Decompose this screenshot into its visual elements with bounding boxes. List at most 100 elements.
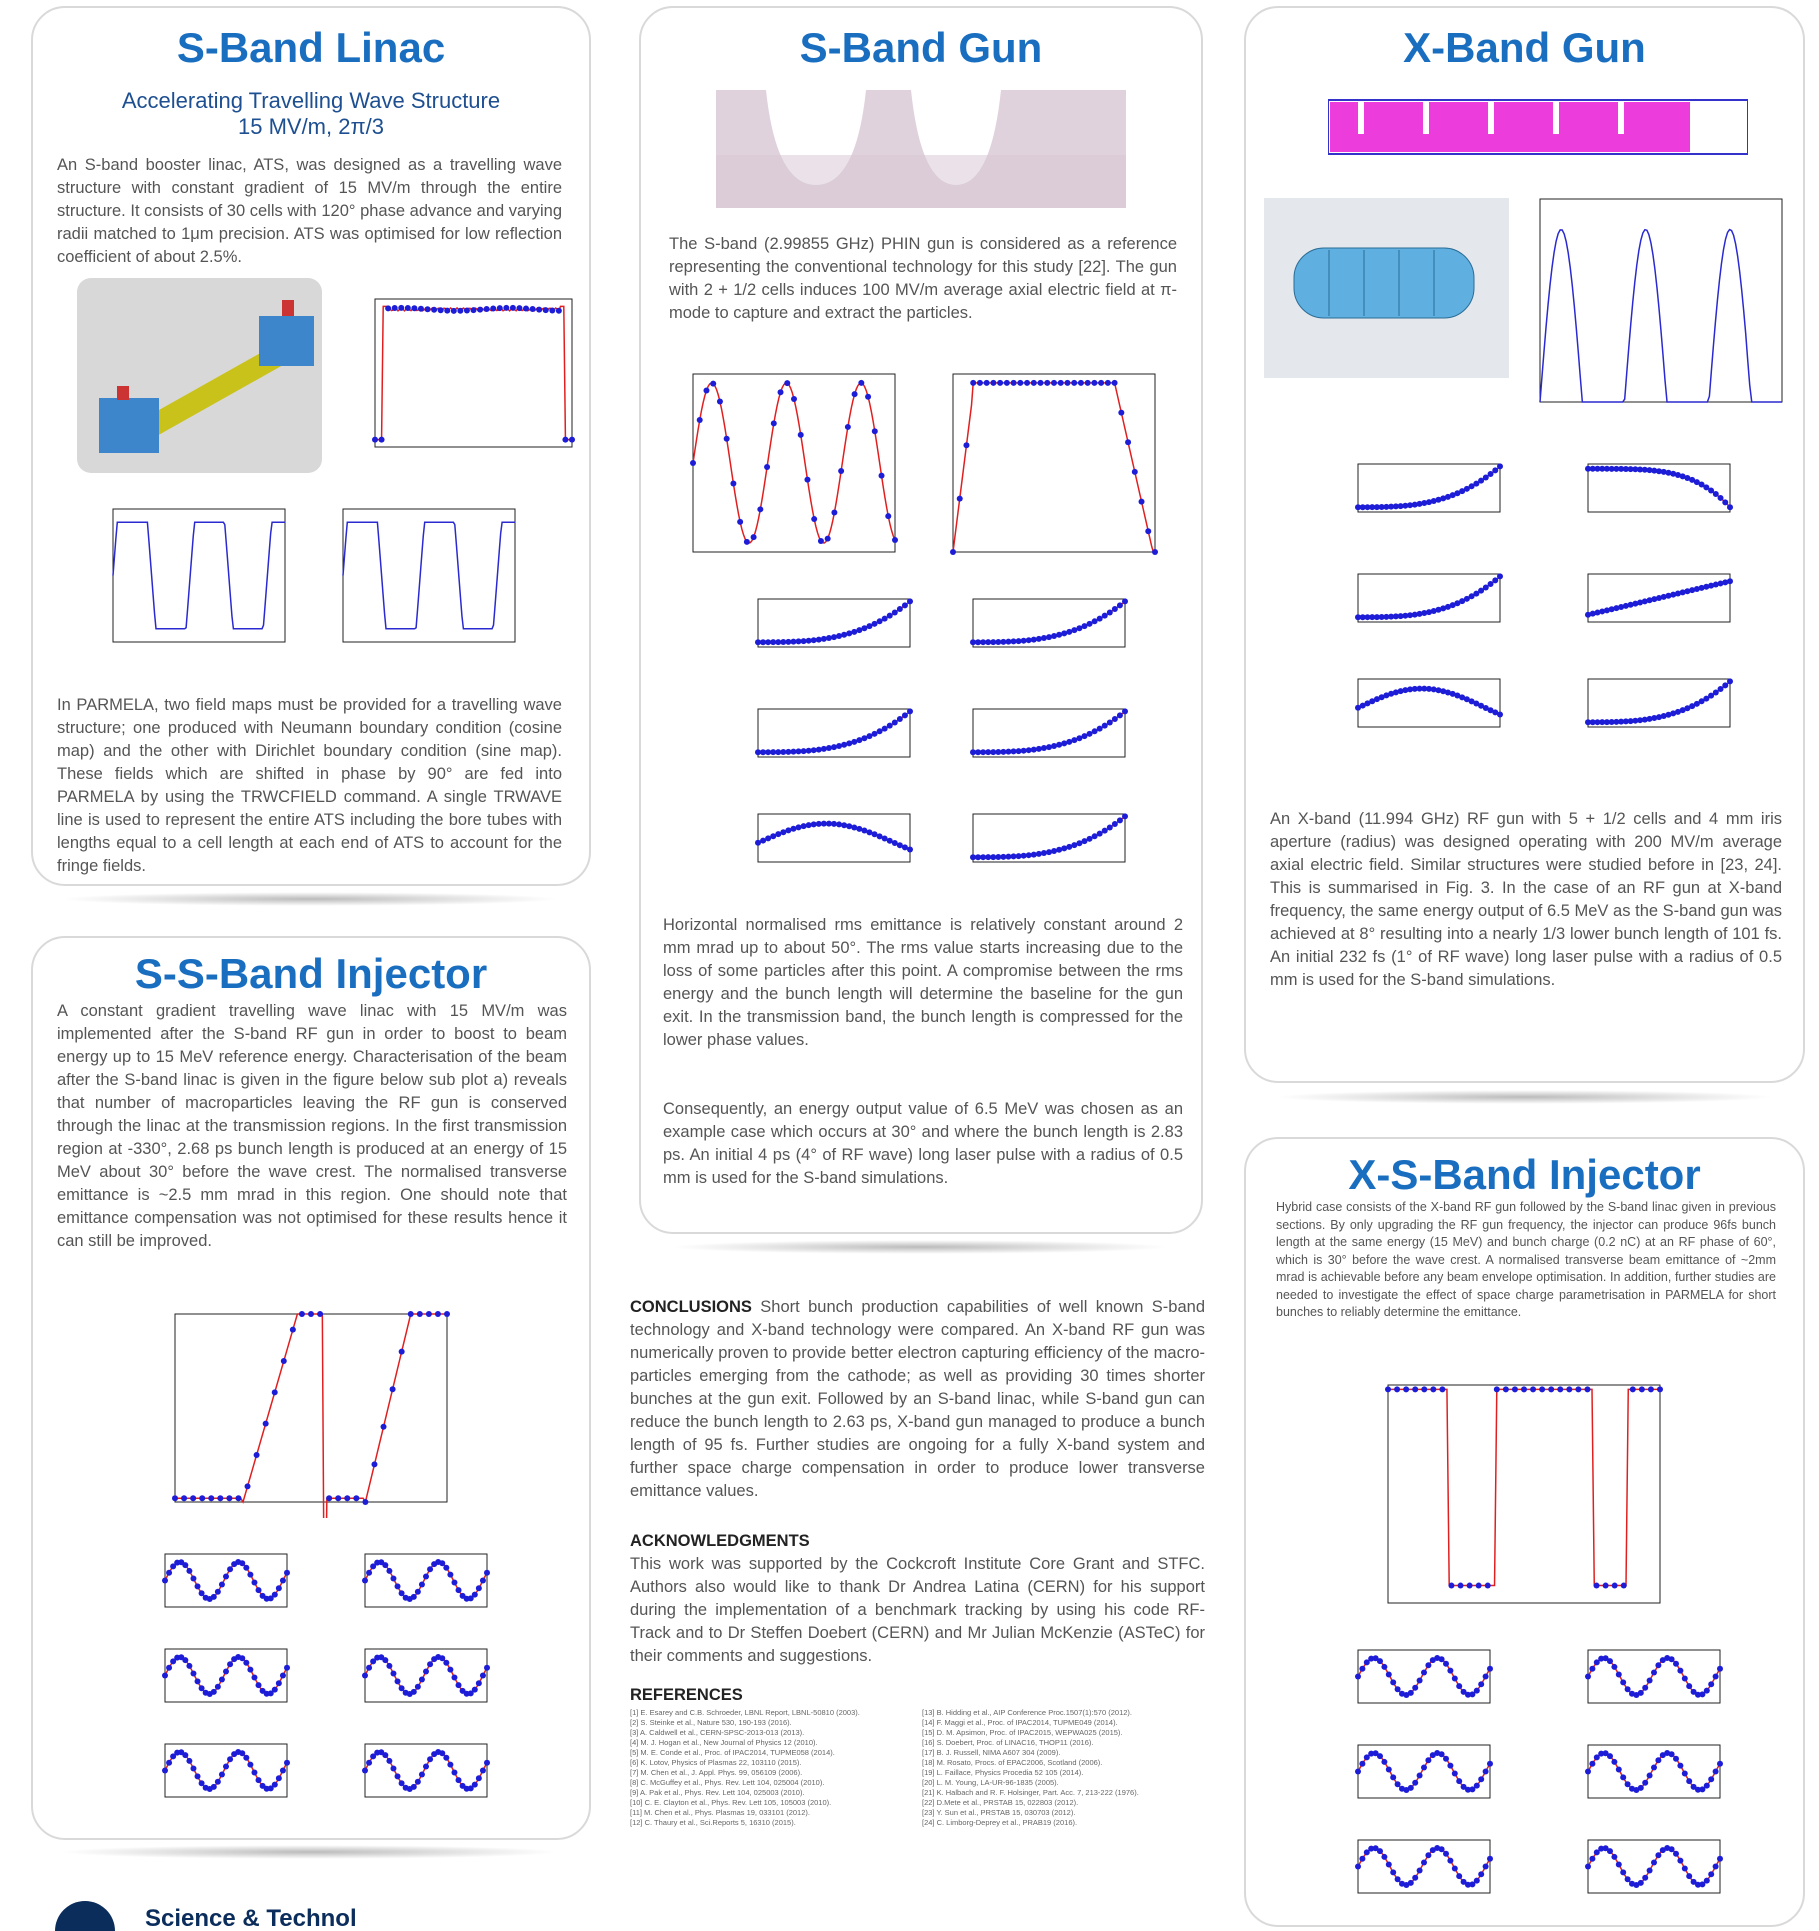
figure-shape [276, 1585, 282, 1591]
figure-shape [831, 744, 837, 750]
figure-shape [411, 305, 417, 311]
figure-shape [1447, 1858, 1453, 1864]
figure-shape [1483, 1863, 1489, 1869]
figure-plot [1566, 1739, 1726, 1814]
figure-shape [798, 432, 804, 438]
figure-shape [841, 632, 847, 638]
figure-shape [415, 1779, 421, 1785]
figure-shape [1092, 728, 1098, 734]
figure-shape [1051, 848, 1057, 854]
figure-plot [671, 368, 901, 568]
figure-plot [1566, 673, 1736, 743]
figure-shape [1566, 1386, 1572, 1392]
figure-shape [1717, 1856, 1723, 1862]
figure-shape [239, 1560, 245, 1566]
figure-shape [730, 480, 736, 486]
figure-shape [1638, 1880, 1644, 1886]
figure-shape [1105, 380, 1111, 386]
figure-shape [1395, 1686, 1401, 1692]
figure-shape [1107, 824, 1113, 830]
figure-shape [1727, 504, 1733, 510]
figure-shape [1381, 1759, 1387, 1765]
figure-shape [1620, 1869, 1626, 1875]
reference: [22] D.Mete et al., PRSTAB 15, 022803 (2… [922, 1798, 1207, 1808]
figure-shape [569, 437, 575, 443]
figure-shape [887, 723, 893, 729]
figure-shape [1011, 380, 1017, 386]
figure-shape [1713, 491, 1719, 497]
figure-shape [426, 1311, 432, 1317]
figure-shape [423, 1669, 429, 1675]
figure-shape [1041, 635, 1047, 641]
figure-shape [1078, 380, 1084, 386]
figure-shape [1447, 1763, 1453, 1769]
figure-shape [717, 399, 723, 405]
figure-plot [1336, 568, 1506, 638]
panel-title: S-S-Band Injector [33, 950, 589, 998]
figure-plot [1566, 1834, 1726, 1909]
figure-shape [1390, 1869, 1396, 1875]
figure-shape [530, 306, 536, 312]
reference: [11] M. Chen et al., Phys. Plasmas 19, 0… [630, 1808, 910, 1818]
reference: [20] L. M. Young, LA-UR-96-1835 (2005). [922, 1778, 1207, 1788]
shadow [1275, 1090, 1775, 1104]
figure-shape [990, 380, 996, 386]
reference: [9] A. Pak et al., Phys. Rev. Lett 104, … [630, 1788, 910, 1798]
figure-shape [1425, 1852, 1431, 1858]
figure-shape [1064, 380, 1070, 386]
figure-shape [1408, 1690, 1414, 1696]
figure-shape [386, 1663, 392, 1669]
figure-shape [471, 307, 477, 313]
figure-shape [1421, 1670, 1427, 1676]
figure-shape [1041, 850, 1047, 856]
reference: [12] C. Thaury et al., Sci.Reports 5, 16… [630, 1818, 910, 1828]
figure-plot [951, 593, 1131, 663]
logo-text: Science & Technology [145, 1905, 355, 1931]
figure-shape [1021, 853, 1027, 859]
figure-shape [405, 305, 411, 311]
reference: [23] Y. Sun et al., PRSTAB 15, 030703 (2… [922, 1808, 1207, 1818]
figure [736, 703, 916, 773]
figure-shape [549, 308, 555, 314]
figure [91, 503, 291, 658]
figure-shape [1620, 1774, 1626, 1780]
figure-shape [1439, 1751, 1445, 1757]
figure-shape [543, 307, 549, 313]
figure-shape [1036, 636, 1042, 642]
figure-shape [190, 1495, 196, 1501]
figure-shape [1713, 1673, 1719, 1679]
figure-shape [1152, 549, 1158, 555]
figure-shape [816, 637, 822, 643]
figure-shape [1448, 1583, 1454, 1589]
figure-shape [1381, 1664, 1387, 1670]
figure-shape [1107, 719, 1113, 725]
figure-shape [219, 1771, 225, 1777]
figure-shape [235, 1495, 241, 1501]
figure-plot [736, 703, 916, 773]
figure-shape [806, 638, 812, 644]
logo: Science & Technology [55, 1898, 355, 1931]
figure-plot [153, 1308, 453, 1518]
reference: [7] M. Chen et al., J. Appl. Phys. 99, 0… [630, 1768, 910, 1778]
paragraph: In PARMELA, two field maps must be provi… [57, 694, 562, 878]
figure-shape [852, 391, 858, 397]
figure-shape [1056, 742, 1062, 748]
figure [951, 808, 1131, 878]
figure-shape [382, 1752, 388, 1758]
figure-plot [1336, 673, 1506, 743]
figure-shape [872, 428, 878, 434]
figure-plot [1336, 1644, 1496, 1719]
figure-shape [372, 437, 378, 443]
figure-shape [186, 1758, 192, 1764]
figure-shape [1589, 1761, 1595, 1767]
figure-plot [1336, 1834, 1496, 1909]
figure-shape [831, 510, 837, 516]
figure-shape [276, 1775, 282, 1781]
figure-shape [1607, 1658, 1613, 1664]
figure-shape [1638, 1690, 1644, 1696]
figure-shape [427, 1661, 433, 1667]
figure-shape [977, 380, 983, 386]
figure-shape [451, 1675, 457, 1681]
heading: CONCLUSIONS [630, 1298, 752, 1316]
figure [343, 1643, 493, 1718]
